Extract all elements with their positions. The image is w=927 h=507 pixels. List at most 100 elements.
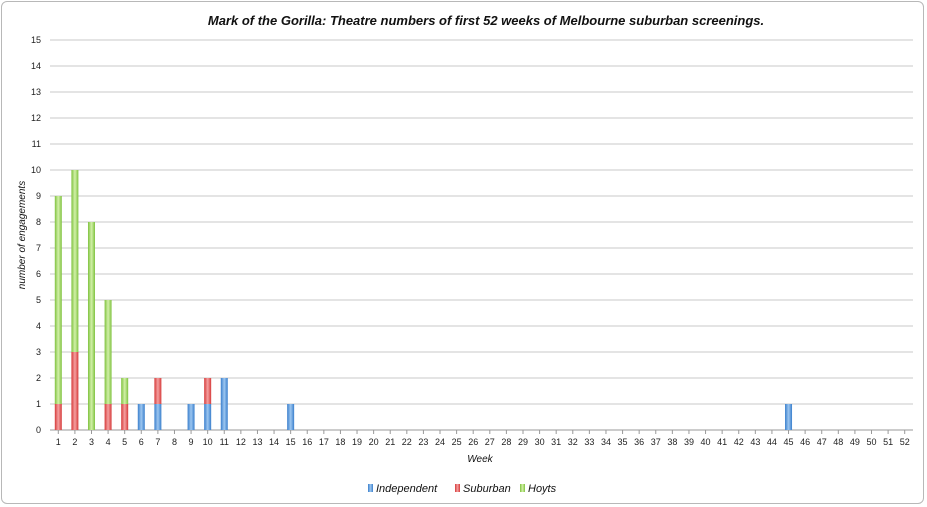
bar-hoyts-week-3: [87, 222, 95, 430]
y-tick-label: 15: [31, 35, 41, 45]
y-tick-label: 11: [32, 139, 41, 149]
x-tick-label: 32: [568, 437, 578, 447]
x-tick-label: 37: [651, 437, 661, 447]
x-tick-label: 1: [56, 437, 61, 447]
y-tick-label: 2: [36, 373, 41, 383]
x-tick-label: 51: [883, 437, 893, 447]
y-tick-label: 0: [36, 425, 41, 435]
x-tick-label: 47: [817, 437, 827, 447]
bar-independent-week-6: [137, 404, 145, 430]
x-tick-label: 36: [634, 437, 644, 447]
x-tick-label: 50: [867, 437, 877, 447]
bar-independent-week-7: [154, 404, 162, 430]
x-tick-label: 28: [501, 437, 511, 447]
bar-suburban-week-5: [121, 404, 129, 430]
legend-label-suburban: Suburban: [463, 483, 511, 495]
bar-suburban-week-2: [71, 352, 79, 430]
x-tick-label: 12: [236, 437, 246, 447]
x-tick-label: 4: [106, 437, 111, 447]
legend: Independent Suburban Hoyts: [368, 483, 557, 495]
x-tick-label: 9: [189, 437, 194, 447]
x-tick-label: 21: [385, 437, 395, 447]
x-tick-label: 31: [551, 437, 561, 447]
y-tick-label: 5: [36, 295, 41, 305]
bar-independent-week-9: [187, 404, 195, 430]
x-tick-label: 41: [717, 437, 727, 447]
x-tick-label: 11: [220, 437, 229, 447]
bar-suburban-week-7: [154, 378, 162, 404]
x-tick-label: 42: [734, 437, 744, 447]
x-tick-label: 6: [139, 437, 144, 447]
x-tick-label: 34: [601, 437, 611, 447]
x-tick-label: 20: [369, 437, 379, 447]
x-tick-label: 10: [203, 437, 213, 447]
x-tick-label: 25: [452, 437, 462, 447]
y-tick-label: 1: [36, 399, 41, 409]
y-tick-label: 14: [31, 61, 41, 71]
chart-title: Mark of the Gorilla: Theatre numbers of …: [208, 13, 764, 28]
x-tick-label: 5: [122, 437, 127, 447]
x-axis-title: Week: [467, 454, 493, 465]
x-tick-label: 8: [172, 437, 177, 447]
bar-suburban-week-4: [104, 404, 112, 430]
x-tick-label: 44: [767, 437, 777, 447]
x-tick-label: 27: [485, 437, 495, 447]
x-tick-label: 33: [584, 437, 594, 447]
x-tick-label: 46: [800, 437, 810, 447]
x-tick-label: 45: [784, 437, 794, 447]
y-tick-label: 10: [31, 165, 41, 175]
legend-swatch-independent: [368, 484, 373, 492]
y-tick-label: 4: [36, 321, 41, 331]
bar-suburban-week-10: [204, 378, 212, 404]
x-tick-label: 23: [418, 437, 428, 447]
x-tick-label: 3: [89, 437, 94, 447]
bar-independent-week-45: [785, 404, 793, 430]
x-tick-label: 19: [352, 437, 362, 447]
bar-suburban-week-1: [54, 404, 62, 430]
x-tick-label: 7: [155, 437, 160, 447]
y-tick-label: 9: [36, 191, 41, 201]
legend-swatch-hoyts: [520, 484, 525, 492]
legend-label-hoyts: Hoyts: [528, 483, 557, 495]
y-tick-label: 13: [31, 87, 41, 97]
gridlines: [50, 39, 913, 431]
bar-hoyts-week-2: [71, 170, 79, 352]
y-tick-label: 8: [36, 217, 41, 227]
x-tick-label: 18: [335, 437, 345, 447]
legend-label-independent: Independent: [376, 483, 438, 495]
x-tick-label: 16: [302, 437, 312, 447]
x-tick-label: 14: [269, 437, 279, 447]
y-tick-label: 6: [36, 269, 41, 279]
x-tick-label: 38: [667, 437, 677, 447]
y-axis-title: number of engagements: [17, 181, 28, 289]
y-tick-label: 3: [36, 347, 41, 357]
x-tick-label: 30: [535, 437, 545, 447]
x-tick-label: 22: [402, 437, 412, 447]
x-tick-label: 13: [252, 437, 262, 447]
x-tick-label: 39: [684, 437, 694, 447]
x-tick-label: 24: [435, 437, 445, 447]
y-tick-label: 7: [36, 243, 41, 253]
legend-swatch-suburban: [455, 484, 460, 492]
bar-independent-week-15: [287, 404, 295, 430]
x-tick-label: 49: [850, 437, 860, 447]
x-tick-label: 29: [518, 437, 528, 447]
x-tick-label: 52: [900, 437, 910, 447]
bar-hoyts-week-4: [104, 300, 112, 404]
x-tick-label: 2: [72, 437, 77, 447]
y-tick-label: 12: [31, 113, 41, 123]
x-tick-label: 40: [701, 437, 711, 447]
x-tick-label: 15: [286, 437, 296, 447]
bar-independent-week-11: [220, 378, 228, 430]
x-tick-label: 26: [468, 437, 478, 447]
x-tick-label: 17: [319, 437, 329, 447]
x-tick-label: 35: [618, 437, 628, 447]
x-tick-labels: 1 2 3 4 5 6 7 8 9 10 11 12 13 14 15 16 17 18 19 20 21 22 23 24 2…: [56, 430, 910, 447]
bar-hoyts-week-1: [54, 196, 62, 404]
x-tick-label: 48: [833, 437, 843, 447]
bar-independent-week-10: [204, 404, 212, 430]
bar-hoyts-week-5: [121, 378, 129, 404]
x-tick-label: 43: [750, 437, 760, 447]
